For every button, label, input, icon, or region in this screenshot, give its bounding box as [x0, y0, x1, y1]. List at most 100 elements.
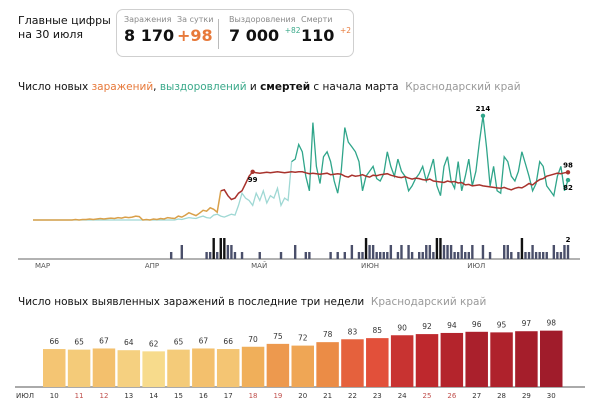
death-bar [407, 245, 410, 259]
death-bar [212, 238, 215, 259]
bar [92, 348, 116, 387]
death-bar [517, 252, 520, 259]
bar-value-label: 83 [348, 327, 358, 336]
death-bar [293, 245, 297, 259]
x-tick-label: 11 [75, 392, 84, 400]
death-bar [421, 252, 424, 259]
death-bar [481, 245, 485, 259]
x-tick-label: 26 [447, 392, 456, 400]
death-bar [552, 245, 556, 259]
death-bar [361, 252, 364, 259]
bar [142, 351, 165, 387]
death-bar [240, 252, 244, 259]
cases-peak-marker [250, 169, 255, 174]
death-bar [456, 252, 460, 259]
cases-line [220, 170, 569, 201]
death-bar [304, 252, 308, 259]
bar-value-label: 62 [149, 339, 159, 348]
death-bar [563, 245, 566, 259]
death-bar [208, 252, 212, 259]
death-bar [223, 238, 226, 259]
x-tick-label: 10 [50, 392, 59, 400]
death-bar [343, 252, 346, 259]
cases-last-label: 98 [563, 161, 573, 169]
bar [390, 335, 414, 387]
death-bar [371, 245, 375, 259]
x-tick-label: 22 [348, 392, 357, 400]
death-bar [449, 245, 453, 259]
death-bar [428, 245, 432, 259]
death-bar [446, 245, 449, 259]
bar [117, 350, 141, 387]
death-bar [488, 252, 492, 259]
recovered-peak-label: 214 [476, 105, 491, 113]
death-bar [545, 252, 548, 259]
x-tick-label: 12 [99, 392, 108, 400]
bar-value-label: 90 [397, 323, 407, 332]
death-bar [230, 245, 233, 259]
bar [341, 339, 364, 387]
bar [415, 334, 439, 387]
recovered-last-label: 82 [563, 184, 573, 192]
month-label: ИЮЛ [16, 392, 34, 400]
bar [490, 332, 513, 387]
stat-label: Заражения [124, 15, 172, 24]
x-tick-label: МАЙ [251, 261, 267, 270]
bar [540, 330, 563, 387]
x-tick-label: 28 [497, 392, 506, 400]
stat-value: 110 [301, 26, 335, 45]
death-bar [364, 238, 368, 259]
divider [218, 19, 219, 49]
death-bar [538, 252, 541, 259]
bar-value-label: 64 [124, 338, 134, 347]
death-bar [506, 245, 509, 259]
x-tick-label: 23 [373, 392, 382, 400]
x-tick-label: 14 [149, 392, 158, 400]
bar [440, 332, 464, 387]
stat-value: 7 000 [229, 26, 280, 45]
death-bar [531, 245, 534, 259]
bar-value-label: 95 [497, 320, 507, 329]
stat-label: Выздоровления [229, 15, 296, 24]
headline-line1: Главные цифры [18, 14, 111, 27]
death-bar [432, 252, 435, 259]
death-bar [396, 252, 400, 259]
x-tick-label: 19 [273, 392, 282, 400]
x-tick-label: 15 [174, 392, 183, 400]
death-bar [336, 252, 339, 259]
bar-value-label: 65 [74, 338, 84, 347]
death-bar [467, 252, 470, 259]
death-bar [205, 252, 208, 259]
bar-value-label: 72 [298, 334, 308, 343]
death-bar [510, 252, 513, 259]
bar-value-label: 94 [447, 321, 457, 330]
x-tick-label: ИЮЛ [467, 262, 485, 270]
death-bar [169, 252, 173, 259]
x-tick-label: 25 [423, 392, 432, 400]
death-bar [460, 245, 463, 259]
bar [266, 343, 290, 387]
death-bar [357, 252, 361, 259]
death-bar [350, 245, 354, 259]
stat-recovered: Выздоровления 7 000 +82 [229, 15, 301, 45]
death-bar [417, 252, 421, 259]
deaths-last-label: 2 [566, 236, 571, 244]
bar [291, 345, 314, 387]
death-bar [379, 252, 382, 259]
death-bar [453, 252, 456, 259]
x-tick-label: 29 [522, 392, 531, 400]
stat-delta: +82 [284, 26, 301, 35]
x-tick-label: 13 [124, 392, 133, 400]
bar-value-label: 92 [422, 322, 432, 331]
death-bar [534, 252, 538, 259]
stat-label: Смерти [301, 15, 333, 24]
death-bar [439, 238, 442, 259]
death-bar [180, 245, 184, 259]
bar-value-label: 70 [248, 335, 258, 344]
death-bar [527, 252, 531, 259]
x-tick-label: 18 [249, 392, 258, 400]
death-bar [435, 238, 439, 259]
stat-value: +98 [177, 26, 213, 45]
bar-value-label: 96 [472, 320, 482, 329]
